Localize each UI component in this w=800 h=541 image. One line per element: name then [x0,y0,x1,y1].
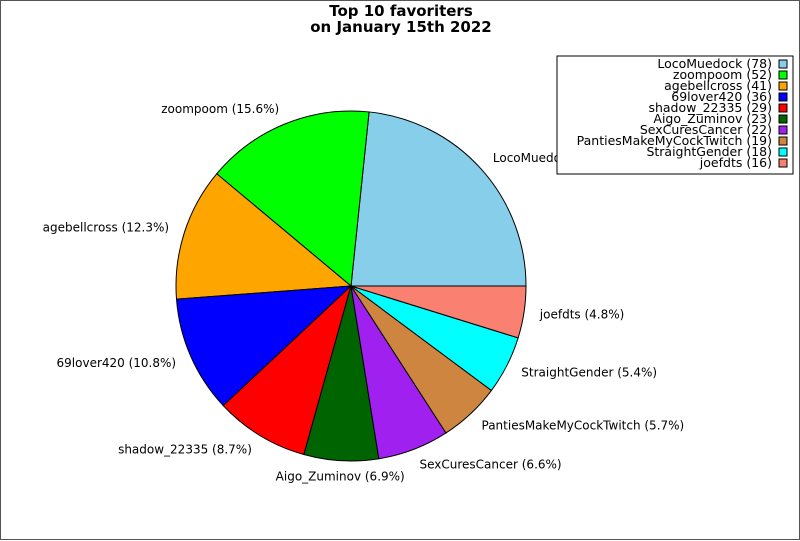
pie-slice-shadow-22335 [222,284,352,456]
pie-slice-69lover420 [175,285,353,407]
legend-swatch [778,81,788,91]
legend-entry-label: 69lover420 (36) [671,89,772,104]
legend-swatch [778,92,788,102]
slice-label: 69lover420 (10.8%) [57,356,177,370]
legend-entry-label: agebellcross (41) [664,78,772,93]
legend-entry-label: joefdts (16) [699,155,772,170]
legend-swatch [778,59,788,69]
slice-label: PantiesMakeMyCockTwitch (5.7%) [482,418,685,432]
pie-slice-locomuedock [350,111,527,287]
legend-entry-label: zoompoom (52) [673,67,772,82]
chart-title-line-2: on January 15th 2022 [310,18,491,36]
legend-swatch [778,125,788,135]
legend-entry-label: StraightGender (18) [646,144,772,159]
legend-entry-label: shadow_22335 (29) [648,100,772,115]
legend-box [556,55,794,175]
chart-title: Top 10 favoriters on January 15th 2022 [310,2,491,36]
slice-label: shadow_22335 (8.7%) [118,442,252,456]
chart-title-line-1: Top 10 favoriters [329,2,473,20]
legend-swatch [778,114,788,124]
legend-swatch [778,136,788,146]
pie-slice-zoompoom [216,110,370,287]
legend-swatch [778,147,788,157]
legend: LocoMuedock (78)zoompoom (52)agebellcros… [556,55,794,175]
pie-slice-joefdts [350,285,527,339]
slice-label: agebellcross (12.3%) [43,221,169,235]
pie-slices [175,110,527,462]
legend-swatch [778,70,788,80]
slice-label: joefdts (4.8%) [539,308,625,322]
legend-swatch [778,158,788,168]
pie-slice-agebellcross [175,173,353,300]
slice-label: SexCuresCancer (6.6%) [420,457,562,471]
legend-entry-label: Aigo_Zuminov (23) [653,111,772,126]
legend-entry-label: LocoMuedock (78) [657,56,772,71]
legend-entry-label: SexCuresCancer (22) [640,122,772,137]
legend-entry-label: PantiesMakeMyCockTwitch (19) [577,133,772,148]
slice-label: Aigo_Zuminov (6.9%) [276,470,405,484]
slice-label: zoompoom (15.6%) [161,102,279,116]
legend-swatch [778,103,788,113]
slice-label: StraightGender (5.4%) [521,366,657,380]
